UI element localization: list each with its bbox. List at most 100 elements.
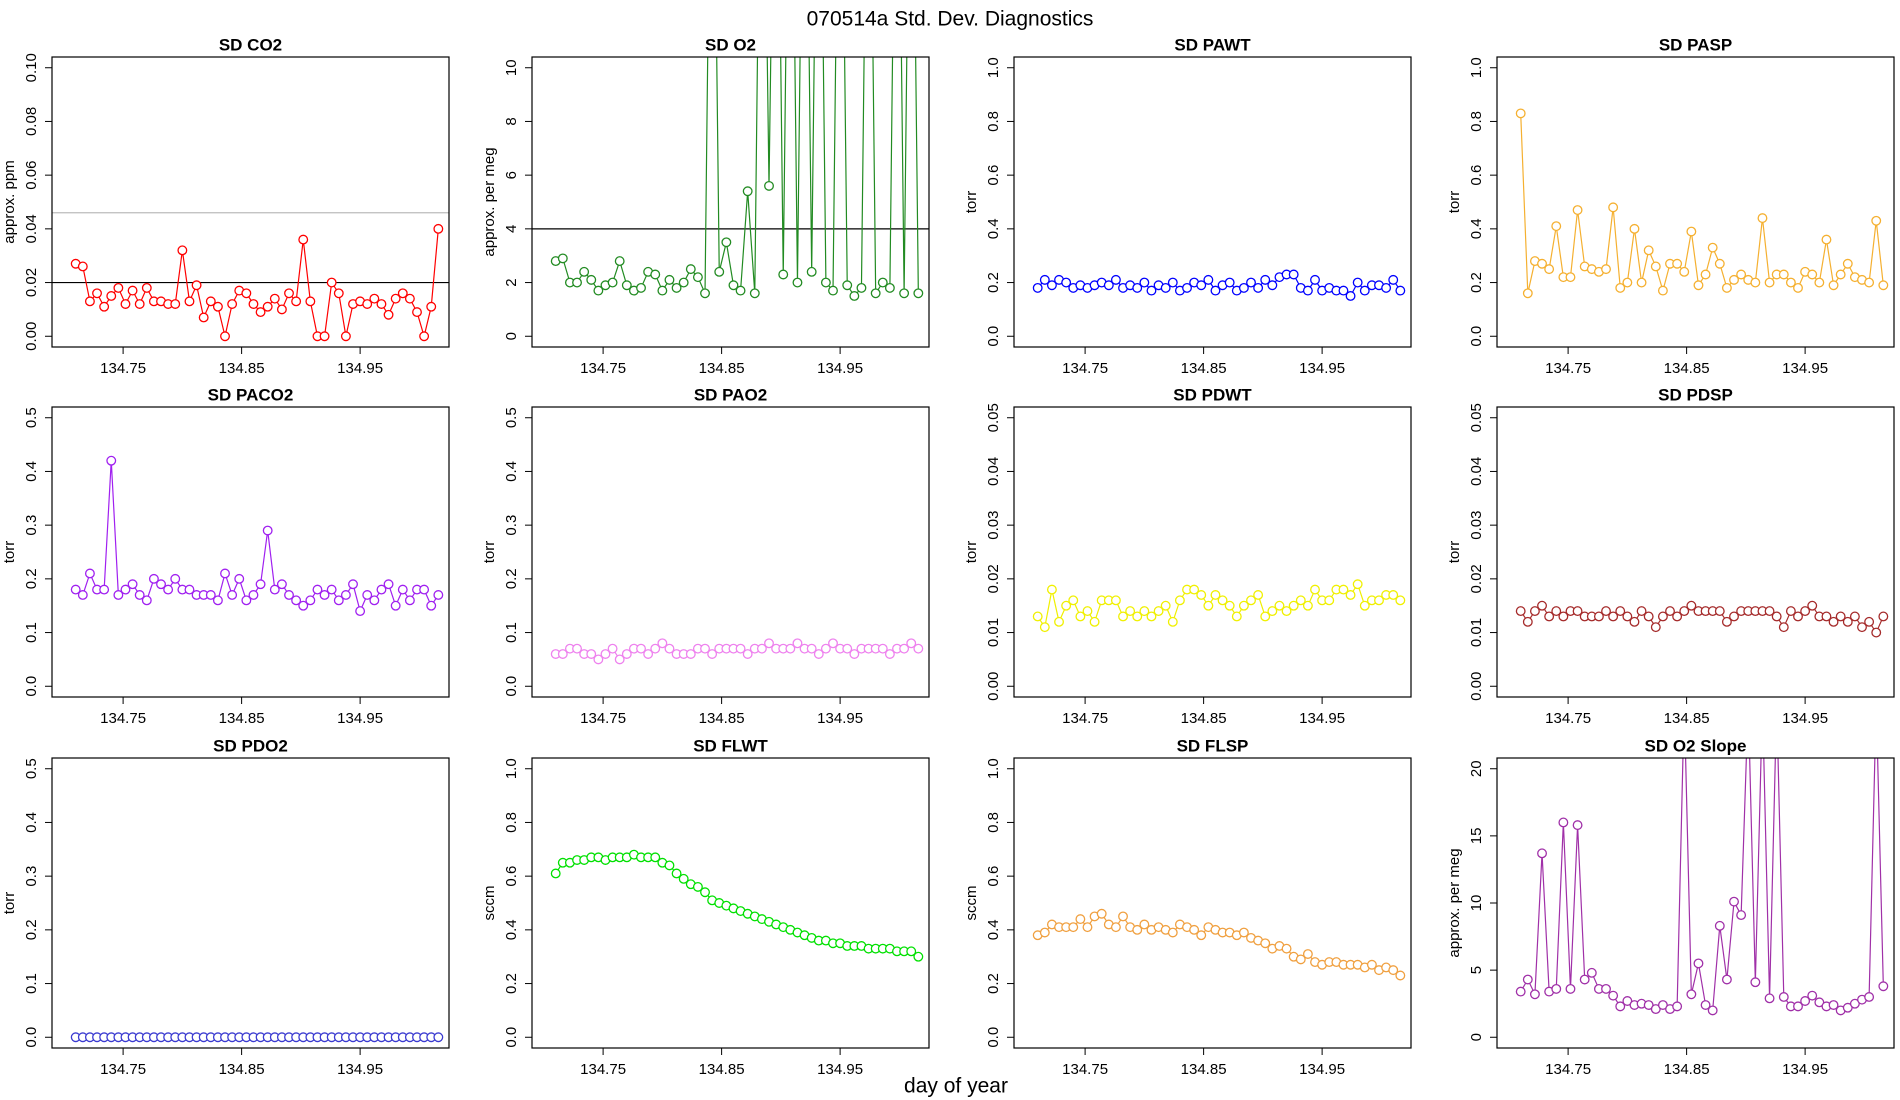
x-tick-label: 134.75 <box>100 710 146 727</box>
data-point <box>1302 949 1313 959</box>
y-tick-label: 0.08 <box>23 107 40 136</box>
data-point <box>586 274 597 285</box>
y-axis-label: approx. per meg <box>1446 848 1463 957</box>
data-point <box>1522 616 1533 627</box>
data-point <box>262 301 273 312</box>
data-point <box>1558 611 1569 622</box>
x-tick-label: 134.75 <box>1062 360 1108 377</box>
y-tick-label: 0.0 <box>985 326 1002 347</box>
data-point <box>1395 285 1406 296</box>
y-tick-label: 0.8 <box>985 111 1002 132</box>
data-point <box>433 223 444 234</box>
y-tick-label: 0.01 <box>1468 618 1485 647</box>
data-point <box>84 568 95 579</box>
y-tick-label: 0.5 <box>23 758 40 779</box>
data-point <box>1636 606 1647 617</box>
data-point <box>1359 600 1370 611</box>
plot-frame <box>1496 56 1895 348</box>
data-point <box>1238 282 1249 293</box>
x-tick-label: 134.85 <box>699 1061 745 1078</box>
data-point <box>1260 611 1271 622</box>
data-point <box>735 285 746 296</box>
data-point <box>636 643 646 654</box>
data-point <box>1274 600 1285 611</box>
data-point <box>1693 280 1704 291</box>
y-tick-label: 0.4 <box>23 461 40 482</box>
data-point <box>340 331 351 342</box>
data-point <box>362 590 373 600</box>
data-point <box>671 282 682 293</box>
data-point <box>355 606 366 617</box>
data-point <box>1686 600 1697 611</box>
x-tick-label: 134.85 <box>1181 360 1227 377</box>
data-point <box>70 584 81 595</box>
data-point <box>106 291 117 301</box>
data-point <box>1295 954 1306 965</box>
data-point <box>1246 595 1256 606</box>
data-point <box>1714 606 1725 617</box>
data-point <box>1558 817 1569 828</box>
data-point <box>141 595 152 606</box>
data-line <box>1520 113 1884 294</box>
data-point <box>1118 611 1128 622</box>
x-tick-label: 134.95 <box>817 710 863 727</box>
plot-frame <box>531 757 930 1049</box>
x-tick-label: 134.95 <box>337 360 383 377</box>
y-tick-label: 0.04 <box>985 457 1002 486</box>
y-axis-label: torr <box>963 191 980 214</box>
y-tick-label: 6 <box>503 171 520 179</box>
data-point <box>600 649 611 659</box>
data-point <box>707 649 718 659</box>
y-tick-label: 2 <box>503 278 520 286</box>
y-tick-label: 0 <box>1468 1033 1485 1041</box>
data-point <box>1764 993 1775 1004</box>
data-point <box>305 296 316 307</box>
data-point <box>1061 600 1072 611</box>
data-point <box>1572 606 1583 617</box>
data-point <box>636 282 646 293</box>
data-point <box>284 288 294 299</box>
data-point <box>397 288 408 299</box>
data-point <box>1657 611 1668 622</box>
data-point <box>1807 600 1818 611</box>
data-point <box>614 256 625 267</box>
data-point <box>1622 611 1633 622</box>
data-point <box>764 180 774 191</box>
data-point <box>1110 595 1121 606</box>
data-point <box>1132 611 1143 622</box>
data-point <box>170 299 181 309</box>
data-point <box>362 299 373 309</box>
data-point <box>1189 924 1200 935</box>
data-point <box>792 277 803 288</box>
data-point <box>664 274 675 285</box>
plot-area <box>70 455 444 617</box>
data-point <box>1075 914 1086 925</box>
data-point <box>141 282 152 293</box>
panel-title: SD PDSP <box>1658 385 1733 404</box>
plot-area <box>1515 600 1889 638</box>
data-point <box>1374 595 1384 606</box>
data-point <box>1352 579 1363 590</box>
data-point <box>828 638 838 649</box>
data-point <box>1714 920 1725 931</box>
y-tick-label: 0.2 <box>985 973 1002 994</box>
data-point <box>305 595 316 606</box>
panel-title: SD PDO2 <box>213 736 288 755</box>
data-point <box>1246 277 1256 288</box>
y-tick-label: 0.02 <box>1468 564 1485 593</box>
x-tick-label: 134.95 <box>817 1061 863 1078</box>
data-point <box>1686 989 1697 1000</box>
data-point <box>884 649 895 659</box>
data-point <box>572 643 582 654</box>
data-point <box>1828 1000 1839 1010</box>
y-axis-label: torr <box>1 892 18 915</box>
data-point <box>319 331 330 342</box>
data-point <box>227 590 238 600</box>
y-tick-label: 0.3 <box>503 515 520 536</box>
data-point <box>778 269 789 280</box>
data-point <box>877 277 888 288</box>
data-point <box>433 1032 444 1043</box>
data-point <box>1744 697 1753 706</box>
data-point <box>1872 697 1881 706</box>
